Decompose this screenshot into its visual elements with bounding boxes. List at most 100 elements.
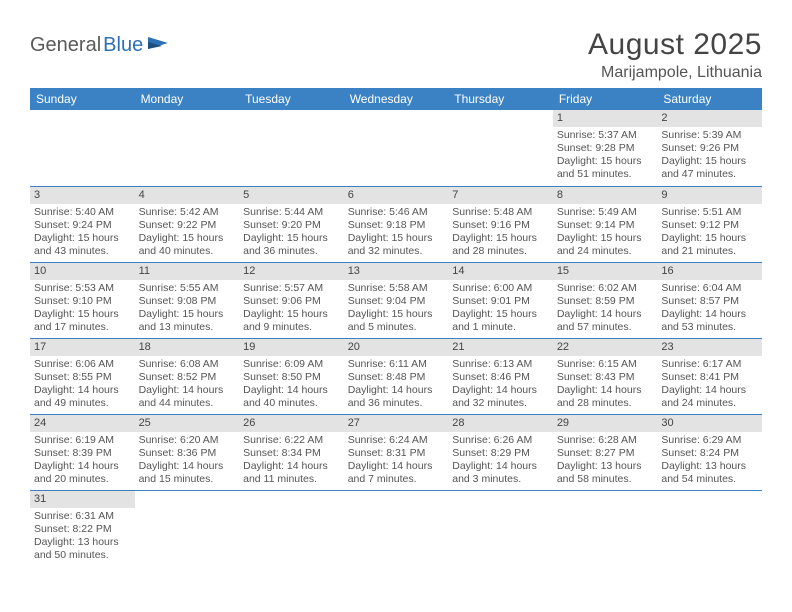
sunset-text: Sunset: 8:27 PM (557, 447, 654, 460)
sunrise-text: Sunrise: 6:04 AM (661, 282, 758, 295)
sunrise-text: Sunrise: 5:55 AM (139, 282, 236, 295)
daylight-text: and 28 minutes. (557, 397, 654, 410)
daylight-text: and 43 minutes. (34, 245, 131, 258)
daylight-text: Daylight: 15 hours (557, 232, 654, 245)
calendar-cell: 20Sunrise: 6:11 AMSunset: 8:48 PMDayligh… (344, 338, 449, 414)
day-details: Sunrise: 5:48 AMSunset: 9:16 PMDaylight:… (448, 204, 553, 262)
calendar-cell: 24Sunrise: 6:19 AMSunset: 8:39 PMDayligh… (30, 414, 135, 490)
day-number: 29 (553, 415, 658, 432)
daylight-text: Daylight: 15 hours (243, 232, 340, 245)
daylight-text: Daylight: 14 hours (139, 460, 236, 473)
calendar-cell: 26Sunrise: 6:22 AMSunset: 8:34 PMDayligh… (239, 414, 344, 490)
calendar-week-row: 31Sunrise: 6:31 AMSunset: 8:22 PMDayligh… (30, 490, 762, 566)
page-title: August 2025 (588, 28, 762, 62)
calendar-cell: 25Sunrise: 6:20 AMSunset: 8:36 PMDayligh… (135, 414, 240, 490)
day-details: Sunrise: 6:08 AMSunset: 8:52 PMDaylight:… (135, 356, 240, 414)
day-details: Sunrise: 6:06 AMSunset: 8:55 PMDaylight:… (30, 356, 135, 414)
calendar-cell: 2 Sunrise: 5:39 AMSunset: 9:26 PMDaylight… (657, 110, 762, 186)
sunset-text: Sunset: 8:50 PM (243, 371, 340, 384)
sunset-text: Sunset: 8:29 PM (452, 447, 549, 460)
calendar-cell (135, 110, 240, 186)
day-details: Sunrise: 6:17 AMSunset: 8:41 PMDaylight:… (657, 356, 762, 414)
daylight-text: and 15 minutes. (139, 473, 236, 486)
sunrise-text: Sunrise: 5:57 AM (243, 282, 340, 295)
day-details: Sunrise: 6:28 AMSunset: 8:27 PMDaylight:… (553, 432, 658, 490)
calendar-cell: 1Sunrise: 5:37 AMSunset: 9:28 PMDaylight… (553, 110, 658, 186)
day-details: Sunrise: 5:42 AMSunset: 9:22 PMDaylight:… (135, 204, 240, 262)
daylight-text: Daylight: 13 hours (34, 536, 131, 549)
sunrise-text: Sunrise: 5:39 AM (661, 129, 758, 142)
daylight-text: and 36 minutes. (348, 397, 445, 410)
sunset-text: Sunset: 8:24 PM (661, 447, 758, 460)
day-number: 14 (448, 263, 553, 280)
daylight-text: Daylight: 14 hours (348, 384, 445, 397)
day-details: Sunrise: 5:51 AMSunset: 9:12 PMDaylight:… (657, 204, 762, 262)
calendar-cell: 9Sunrise: 5:51 AMSunset: 9:12 PMDaylight… (657, 186, 762, 262)
daylight-text: Daylight: 15 hours (139, 232, 236, 245)
day-details: Sunrise: 5:58 AMSunset: 9:04 PMDaylight:… (344, 280, 449, 338)
day-details: Sunrise: 6:20 AMSunset: 8:36 PMDaylight:… (135, 432, 240, 490)
day-number: 28 (448, 415, 553, 432)
day-details: Sunrise: 6:19 AMSunset: 8:39 PMDaylight:… (30, 432, 135, 490)
sunset-text: Sunset: 9:24 PM (34, 219, 131, 232)
daylight-text: Daylight: 14 hours (34, 384, 131, 397)
day-details: Sunrise: 5:49 AMSunset: 9:14 PMDaylight:… (553, 204, 658, 262)
calendar-cell: 18Sunrise: 6:08 AMSunset: 8:52 PMDayligh… (135, 338, 240, 414)
calendar-cell: 21Sunrise: 6:13 AMSunset: 8:46 PMDayligh… (448, 338, 553, 414)
sunrise-text: Sunrise: 5:46 AM (348, 206, 445, 219)
calendar-week-row: 24Sunrise: 6:19 AMSunset: 8:39 PMDayligh… (30, 414, 762, 490)
sunset-text: Sunset: 8:39 PM (34, 447, 131, 460)
sunrise-text: Sunrise: 5:58 AM (348, 282, 445, 295)
day-details: Sunrise: 6:11 AMSunset: 8:48 PMDaylight:… (344, 356, 449, 414)
day-number: 8 (553, 187, 658, 204)
calendar-cell: 8Sunrise: 5:49 AMSunset: 9:14 PMDaylight… (553, 186, 658, 262)
daylight-text: and 47 minutes. (661, 168, 758, 181)
day-details: Sunrise: 6:02 AMSunset: 8:59 PMDaylight:… (553, 280, 658, 338)
day-number: 31 (30, 491, 135, 508)
daylight-text: and 11 minutes. (243, 473, 340, 486)
sunrise-text: Sunrise: 6:26 AM (452, 434, 549, 447)
calendar-cell: 5Sunrise: 5:44 AMSunset: 9:20 PMDaylight… (239, 186, 344, 262)
calendar-cell: 30Sunrise: 6:29 AMSunset: 8:24 PMDayligh… (657, 414, 762, 490)
daylight-text: Daylight: 15 hours (661, 155, 758, 168)
day-number: 2 (657, 110, 762, 127)
logo-text-blue: Blue (103, 34, 143, 57)
weekday-header: Sunday (30, 88, 135, 110)
day-details: Sunrise: 6:26 AMSunset: 8:29 PMDaylight:… (448, 432, 553, 490)
day-details: Sunrise: 5:57 AMSunset: 9:06 PMDaylight:… (239, 280, 344, 338)
daylight-text: and 24 minutes. (557, 245, 654, 258)
day-number: 27 (344, 415, 449, 432)
daylight-text: and 1 minute. (452, 321, 549, 334)
weekday-header: Wednesday (344, 88, 449, 110)
sunset-text: Sunset: 9:18 PM (348, 219, 445, 232)
sunset-text: Sunset: 8:34 PM (243, 447, 340, 460)
daylight-text: Daylight: 15 hours (661, 232, 758, 245)
day-number: 30 (657, 415, 762, 432)
daylight-text: and 57 minutes. (557, 321, 654, 334)
sunset-text: Sunset: 9:20 PM (243, 219, 340, 232)
daylight-text: Daylight: 14 hours (557, 384, 654, 397)
sunrise-text: Sunrise: 6:06 AM (34, 358, 131, 371)
calendar-cell: 6Sunrise: 5:46 AMSunset: 9:18 PMDaylight… (344, 186, 449, 262)
sunset-text: Sunset: 9:26 PM (661, 142, 758, 155)
daylight-text: Daylight: 14 hours (139, 384, 236, 397)
daylight-text: Daylight: 15 hours (34, 308, 131, 321)
daylight-text: Daylight: 14 hours (661, 384, 758, 397)
sunset-text: Sunset: 8:46 PM (452, 371, 549, 384)
day-number: 18 (135, 339, 240, 356)
daylight-text: Daylight: 15 hours (34, 232, 131, 245)
daylight-text: and 7 minutes. (348, 473, 445, 486)
daylight-text: and 32 minutes. (348, 245, 445, 258)
day-number: 13 (344, 263, 449, 280)
calendar-cell: 17Sunrise: 6:06 AMSunset: 8:55 PMDayligh… (30, 338, 135, 414)
calendar-cell (657, 490, 762, 566)
daylight-text: and 53 minutes. (661, 321, 758, 334)
daylight-text: and 24 minutes. (661, 397, 758, 410)
weekday-header: Monday (135, 88, 240, 110)
sunset-text: Sunset: 8:57 PM (661, 295, 758, 308)
sunset-text: Sunset: 9:22 PM (139, 219, 236, 232)
sunset-text: Sunset: 8:48 PM (348, 371, 445, 384)
sunrise-text: Sunrise: 6:08 AM (139, 358, 236, 371)
calendar-cell: 7Sunrise: 5:48 AMSunset: 9:16 PMDaylight… (448, 186, 553, 262)
day-number: 17 (30, 339, 135, 356)
